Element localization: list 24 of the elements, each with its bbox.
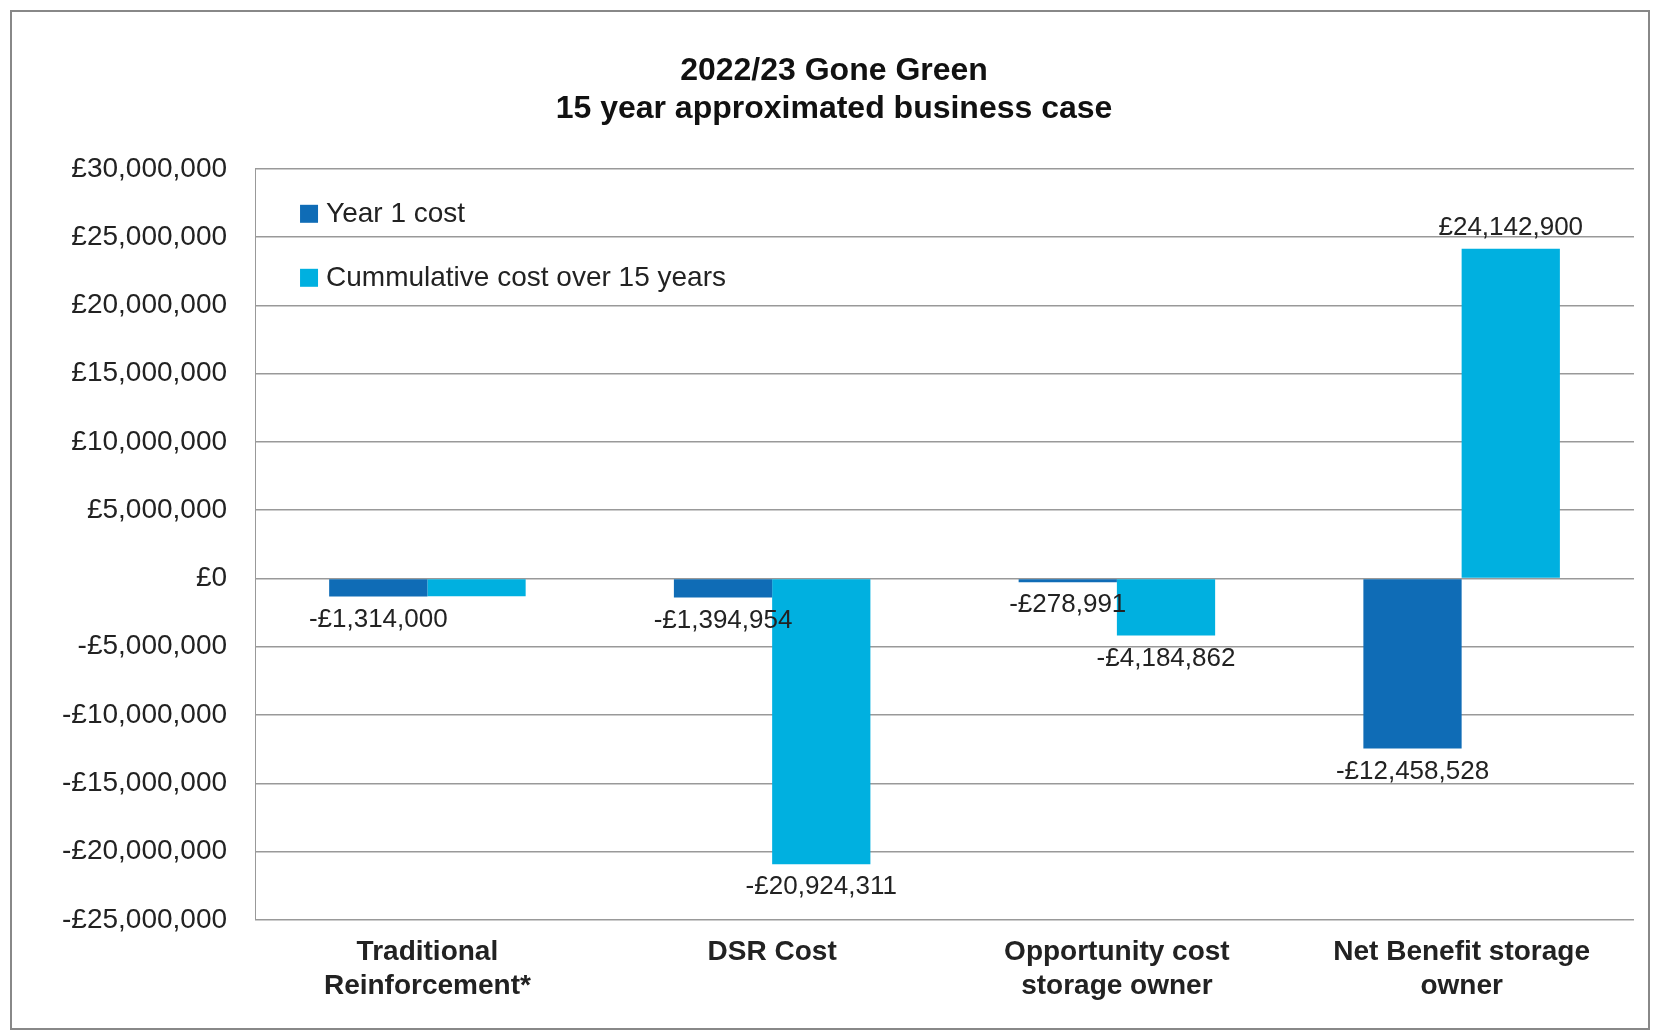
y-tick-label: -£20,000,000 (61, 834, 228, 866)
legend-label: Year 1 cost (326, 196, 466, 228)
x-tick-label: DSR Cost (707, 935, 837, 967)
y-tick-label: -£25,000,000 (61, 902, 228, 934)
y-tick-label: £5,000,000 (86, 492, 228, 524)
x-tick-label: Traditional Reinforcement* (323, 935, 531, 1000)
y-tick-label: £10,000,000 (71, 424, 228, 456)
x-tick-label: Net Benefit storage owner (1333, 935, 1590, 1000)
y-tick-label: -£15,000,000 (61, 765, 228, 797)
data-label: -£12,458,528 (1335, 754, 1490, 785)
x-tick-label: Opportunity cost storage owner (1004, 935, 1230, 1000)
y-tick-label: -£5,000,000 (77, 629, 228, 661)
y-tick-label: £20,000,000 (71, 288, 228, 320)
y-tick-label: £30,000,000 (71, 151, 228, 183)
y-tick-label: -£10,000,000 (61, 697, 228, 729)
y-tick-label: £0 (195, 561, 228, 593)
chart-title: 2022/23 Gone Green 15 year approximated business case (555, 51, 1113, 126)
data-label: £24,142,900 (1438, 210, 1584, 241)
data-label: -£4,184,862 (1096, 641, 1236, 672)
y-tick-label: £15,000,000 (71, 356, 228, 388)
data-label: -£1,314,000 (308, 602, 448, 633)
legend-label: Cummulative cost over 15 years (326, 260, 726, 292)
data-label: -£20,924,311 (745, 870, 897, 901)
y-tick-label: £25,000,000 (71, 219, 228, 251)
